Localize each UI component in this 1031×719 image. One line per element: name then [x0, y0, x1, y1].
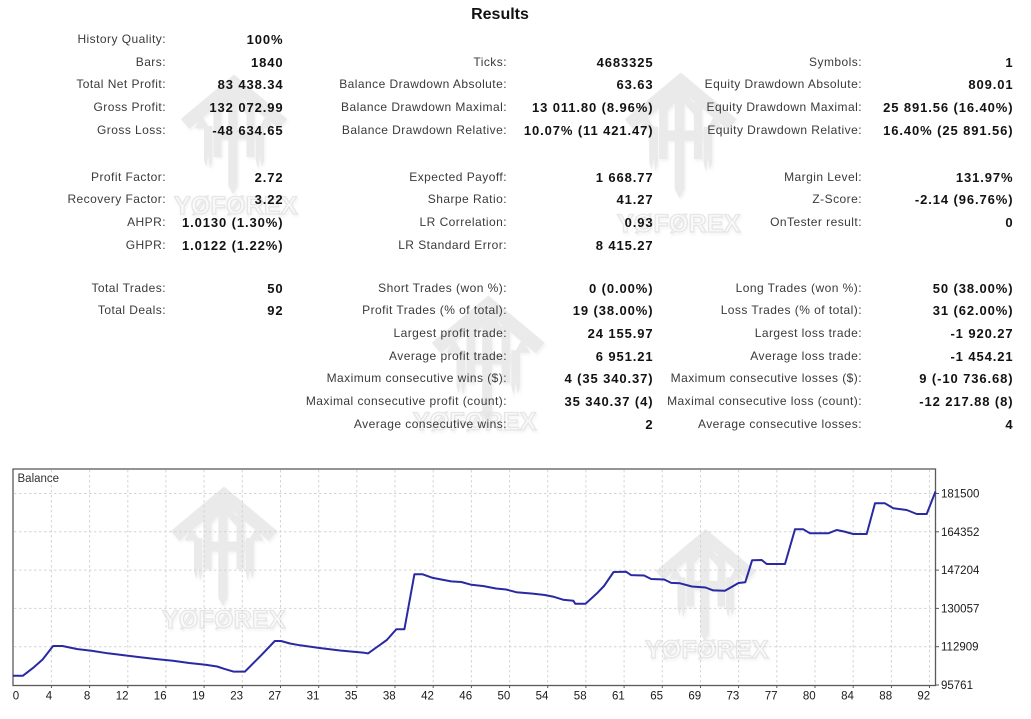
svg-text:38: 38 — [383, 691, 396, 703]
svg-text:50: 50 — [498, 691, 511, 703]
svg-text:58: 58 — [574, 691, 587, 703]
svg-text:77: 77 — [765, 691, 778, 703]
svg-text:73: 73 — [727, 691, 740, 703]
svg-text:69: 69 — [688, 691, 701, 703]
svg-text:35: 35 — [345, 691, 358, 703]
svg-text:147204: 147204 — [941, 565, 980, 577]
svg-text:84: 84 — [841, 691, 854, 703]
svg-text:130057: 130057 — [941, 603, 979, 615]
svg-text:23: 23 — [230, 691, 243, 703]
svg-text:80: 80 — [803, 691, 816, 703]
svg-text:46: 46 — [459, 691, 472, 703]
svg-text:31: 31 — [307, 691, 320, 703]
svg-text:92: 92 — [917, 691, 930, 703]
svg-text:164352: 164352 — [941, 527, 979, 539]
svg-text:61: 61 — [612, 691, 625, 703]
svg-text:65: 65 — [650, 691, 663, 703]
svg-text:112909: 112909 — [941, 642, 979, 654]
svg-text:95761: 95761 — [941, 680, 973, 692]
svg-text:16: 16 — [154, 691, 167, 703]
svg-text:19: 19 — [192, 691, 205, 703]
svg-text:42: 42 — [421, 691, 434, 703]
svg-text:0: 0 — [13, 691, 19, 703]
svg-text:Balance: Balance — [18, 473, 60, 485]
svg-text:4: 4 — [46, 691, 53, 703]
svg-text:54: 54 — [536, 691, 549, 703]
svg-text:27: 27 — [268, 691, 281, 703]
svg-text:8: 8 — [84, 691, 90, 703]
svg-text:12: 12 — [116, 691, 129, 703]
svg-text:181500: 181500 — [941, 489, 979, 501]
svg-text:88: 88 — [879, 691, 892, 703]
